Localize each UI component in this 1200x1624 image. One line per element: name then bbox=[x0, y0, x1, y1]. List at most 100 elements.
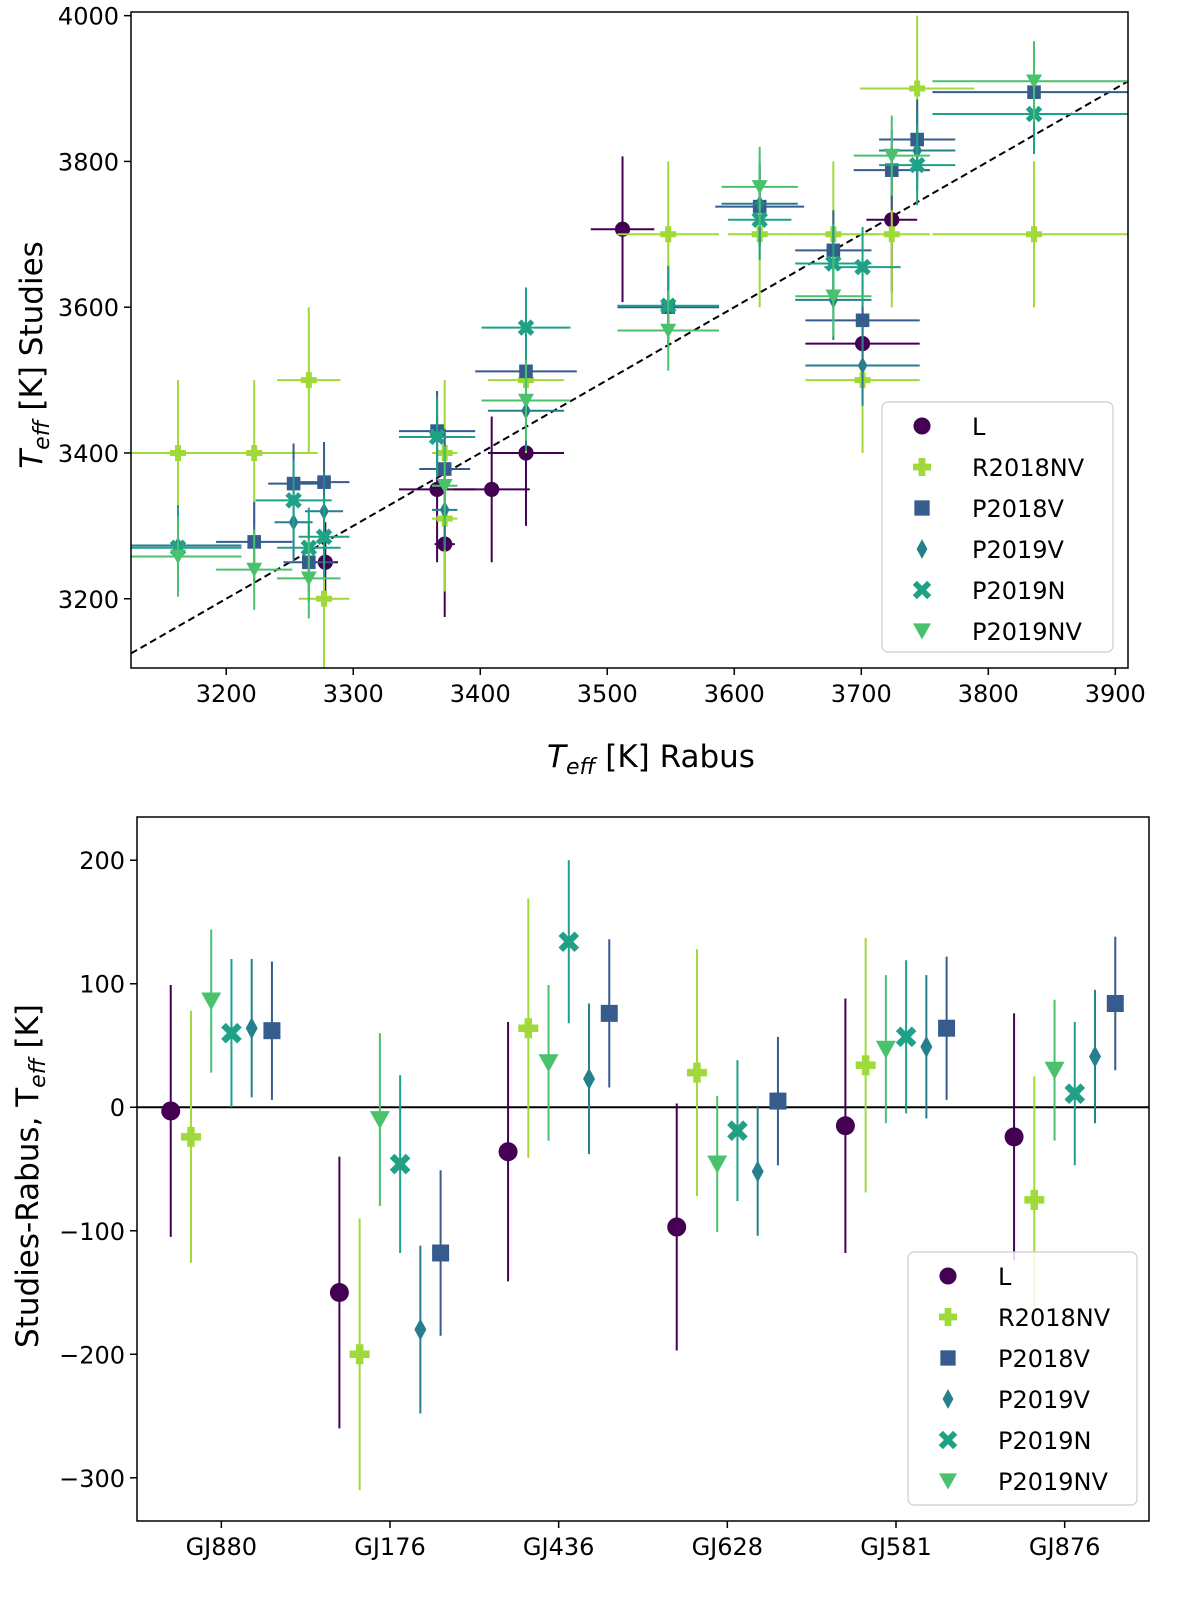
point-P2019NV-GJ876 bbox=[1044, 999, 1065, 1141]
series-P2019NV bbox=[131, 41, 1128, 619]
legend-item-P2019NV: P2019NV bbox=[913, 618, 1083, 646]
x-tick-label: GJ436 bbox=[523, 1533, 594, 1561]
legend-item-R2018NV: R2018NV bbox=[939, 1304, 1111, 1332]
point-P2019N-GJ436 bbox=[558, 860, 580, 1024]
bottom-y-axis-label: Studies-Rabus, Teff [K] bbox=[10, 1004, 51, 1348]
x-marker bbox=[1064, 1083, 1086, 1104]
triangle-down-marker bbox=[1026, 74, 1043, 89]
circle-marker bbox=[667, 1217, 687, 1237]
legend-label: P2019N bbox=[998, 1427, 1092, 1455]
y-tick-label: −200 bbox=[59, 1341, 125, 1369]
legend-marker bbox=[938, 1430, 958, 1450]
point-P2018V-GJ876 bbox=[1106, 936, 1124, 1071]
y-tick-label: 3600 bbox=[58, 294, 119, 322]
legend-item-P2018V: P2018V bbox=[914, 495, 1065, 523]
legend-label: L bbox=[998, 1263, 1012, 1291]
point-P2019V-GJ876 bbox=[1089, 989, 1102, 1124]
plus-marker bbox=[518, 1018, 539, 1039]
bottom-legend: L R2018NV P2018V P2019V P2019N P2019NV bbox=[907, 1251, 1138, 1506]
square-marker bbox=[855, 313, 870, 328]
point-P2019V-7 bbox=[805, 325, 920, 406]
legend-item-P2019NV: P2019NV bbox=[939, 1468, 1109, 1496]
point-P2019N-5 bbox=[481, 287, 571, 368]
bottom-data-marks bbox=[137, 860, 1149, 1491]
legend-label: R2018NV bbox=[998, 1304, 1111, 1332]
point-P2019NV-7 bbox=[795, 256, 872, 337]
point-P2019N-GJ876 bbox=[1064, 1022, 1086, 1166]
circle-marker bbox=[835, 1116, 855, 1136]
point-P2019NV-1 bbox=[216, 529, 293, 610]
y-tick-label: 200 bbox=[79, 847, 125, 875]
circle-marker bbox=[484, 481, 500, 498]
legend-marker bbox=[939, 1308, 957, 1326]
triangle-down-marker bbox=[517, 393, 534, 409]
bottom-y-axis-label-unit: [K] bbox=[10, 1004, 46, 1058]
x-marker bbox=[315, 528, 333, 546]
point-L-GJ581 bbox=[835, 998, 855, 1253]
one-to-one-reference-line bbox=[131, 80, 1128, 655]
square-marker bbox=[1106, 994, 1124, 1012]
circle-marker bbox=[498, 1142, 518, 1162]
x-tick-label: GJ880 bbox=[186, 1533, 257, 1561]
bottom-residual-panel: GJ880 GJ176 GJ436 GJ628 GJ581 GJ876 200 100 0 −1… bbox=[10, 816, 1150, 1561]
legend-item-P2019V: P2019V bbox=[942, 1386, 1091, 1414]
point-P2019NV-0 bbox=[131, 516, 242, 597]
point-R2018NV-GJ581 bbox=[855, 938, 876, 1193]
legend-label: P2018V bbox=[972, 495, 1065, 523]
diamond-marker bbox=[414, 1318, 427, 1341]
point-P2019NV-2 bbox=[277, 538, 341, 619]
legend-marker bbox=[912, 580, 932, 600]
point-L-3 bbox=[453, 416, 530, 563]
legend-frame bbox=[907, 1251, 1138, 1506]
bottom-x-ticks: GJ880 GJ176 GJ436 GJ628 GJ581 GJ876 bbox=[186, 1521, 1100, 1561]
plus-marker bbox=[909, 80, 926, 97]
x-tick-label: 3900 bbox=[1085, 680, 1146, 708]
x-tick-label: 3400 bbox=[450, 680, 511, 708]
plus-marker bbox=[180, 1126, 201, 1147]
point-P2019NV-4 bbox=[481, 360, 571, 441]
point-P2019N-10 bbox=[879, 124, 956, 206]
point-L-GJ880 bbox=[161, 984, 181, 1237]
point-R2018NV-2 bbox=[277, 307, 341, 453]
x-tick-label: 3700 bbox=[831, 680, 892, 708]
x-marker bbox=[908, 156, 926, 174]
point-R2018NV-13 bbox=[932, 161, 1128, 308]
point-R2018NV-3 bbox=[298, 525, 350, 668]
series-P2019NV bbox=[201, 929, 1065, 1232]
legend-marker bbox=[913, 417, 931, 435]
legend-marker bbox=[916, 539, 928, 559]
legend-label: P2019V bbox=[972, 536, 1065, 564]
point-P2019NV-5 bbox=[617, 290, 720, 371]
x-tick-label: 3500 bbox=[577, 680, 638, 708]
bottom-axes-frame bbox=[136, 816, 1150, 1522]
top-x-axis-label-text: [K] Rabus bbox=[595, 739, 755, 775]
square-marker bbox=[600, 1004, 618, 1022]
x-tick-label: GJ176 bbox=[354, 1533, 425, 1561]
top-y-axis-label: Teff [K] Studies bbox=[14, 241, 55, 469]
point-R2018NV-GJ628 bbox=[686, 949, 707, 1197]
point-P2018V-GJ581 bbox=[938, 956, 956, 1100]
triangle-down-marker bbox=[538, 1054, 559, 1073]
legend-label: P2018V bbox=[998, 1345, 1091, 1373]
x-marker bbox=[285, 492, 302, 509]
x-marker bbox=[221, 1022, 242, 1044]
legend-marker bbox=[939, 1473, 957, 1490]
point-P2019V-GJ436 bbox=[583, 1003, 596, 1155]
point-L-5 bbox=[590, 156, 655, 303]
diamond-marker bbox=[583, 1067, 596, 1090]
top-scatter-panel: 3200 3300 3400 3500 3600 3700 3800 3900 3200 340… bbox=[14, 3, 1146, 780]
top-y-ticks: 3200 3400 3600 3800 4000 bbox=[58, 3, 131, 614]
square-marker bbox=[938, 1019, 956, 1037]
legend-marker bbox=[914, 500, 930, 516]
top-x-ticks: 3200 3300 3400 3500 3600 3700 3800 3900 bbox=[196, 668, 1146, 708]
triangle-down-marker bbox=[246, 562, 263, 578]
series-P2019N bbox=[221, 860, 1086, 1253]
x-marker bbox=[895, 1026, 917, 1048]
point-P2018V-GJ628 bbox=[769, 1036, 787, 1166]
point-R2018NV-GJ880 bbox=[180, 1010, 201, 1263]
circle-marker bbox=[161, 1101, 181, 1121]
y-tick-label: 0 bbox=[110, 1094, 125, 1122]
point-P2019NV-GJ581 bbox=[875, 975, 896, 1124]
series-L bbox=[161, 984, 1024, 1429]
x-marker bbox=[558, 931, 580, 953]
